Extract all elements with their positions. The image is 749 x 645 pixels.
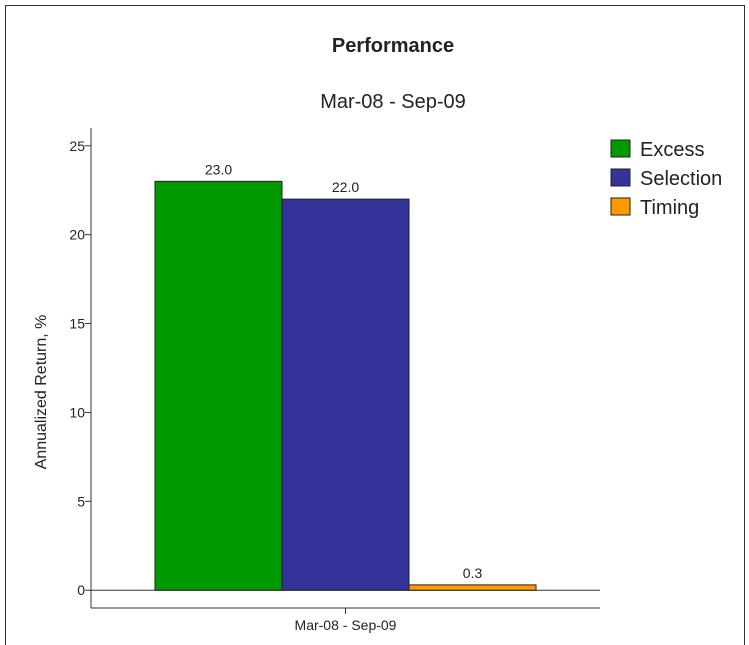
y-tick-label: 25 [69,138,85,154]
bar-value-label: 0.3 [463,565,483,581]
x-tick-label: Mar-08 - Sep-09 [295,617,397,633]
legend-swatch-excess [610,139,631,158]
y-tick-label: 0 [77,582,85,598]
y-tick-label: 5 [77,493,85,509]
chart-subtitle: Mar-08 - Sep-09 [320,91,466,113]
bars [154,180,537,591]
legend-swatch-timing [610,197,631,216]
legend-label-timing: Timing [640,197,699,219]
bar-selection [281,198,410,591]
x-ticks: Mar-08 - Sep-09 [295,608,397,633]
y-ticks: 0 5 10 15 20 25 [69,138,91,598]
y-tick-label: 10 [69,404,85,420]
bar-labels: 23.0 22.0 0.3 [205,161,483,581]
legend-label-selection: Selection [640,168,722,190]
bar-value-label: 22.0 [332,179,359,195]
chart-title: Performance [332,35,454,57]
bar-timing [408,584,537,591]
legend-swatch-selection [610,168,631,187]
legend-label-excess: Excess [640,139,704,161]
bar-excess [154,180,283,591]
legend: Excess Selection Timing [610,139,722,219]
y-axis-label: Annualized Return, % [33,315,50,470]
y-tick-label: 20 [69,227,85,243]
bar-value-label: 23.0 [205,161,232,177]
y-tick-label: 15 [69,316,85,332]
